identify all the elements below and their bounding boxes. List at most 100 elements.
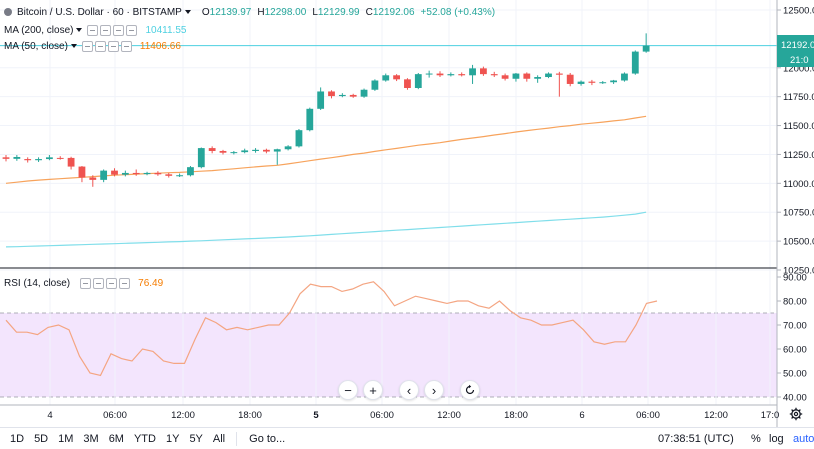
time-tick-label: 06:00: [103, 410, 127, 421]
range-button-6m[interactable]: 6M: [108, 432, 124, 445]
rsi-tick-label: 80.00: [783, 297, 807, 308]
candle-up: [631, 50, 639, 75]
price-axis[interactable]: 12500.00 12000.00 11750.00 11500.00 11250.00…: [777, 6, 814, 277]
candle-up: [273, 148, 281, 165]
settings-icon[interactable]: [100, 24, 112, 36]
range-button-1d[interactable]: 1D: [10, 432, 25, 445]
chart-settings-button[interactable]: [788, 406, 804, 422]
visibility-toggle-icon[interactable]: [87, 24, 99, 36]
candle-body: [382, 75, 390, 81]
candle-body: [566, 74, 574, 84]
candle-body: [132, 172, 140, 175]
candle-body: [230, 152, 238, 154]
candle-down: [555, 71, 563, 97]
chevron-down-icon[interactable]: [76, 28, 83, 32]
candle-body: [371, 80, 379, 90]
candle-body: [165, 174, 173, 176]
candle-body: [404, 79, 411, 88]
close-value: 12192.06: [372, 6, 415, 18]
candle-down: [89, 175, 97, 187]
range-button-ytd[interactable]: YTD: [133, 432, 156, 445]
rsi-axis[interactable]: 90.00 80.00 70.00 60.00 50.00 40.00: [777, 273, 807, 404]
candle-up: [13, 155, 21, 161]
range-button-all[interactable]: All: [212, 432, 226, 445]
percent-scale-toggle[interactable]: %: [751, 433, 761, 445]
scroll-left-button[interactable]: ‹: [399, 380, 419, 400]
candle-body: [263, 149, 270, 152]
log-scale-toggle[interactable]: log: [769, 433, 784, 445]
candle-down: [67, 156, 75, 170]
candle-body: [252, 149, 259, 151]
more-icon[interactable]: [120, 40, 132, 52]
range-button-1y[interactable]: 1Y: [165, 432, 180, 445]
settings-icon[interactable]: [94, 40, 106, 52]
candle-body: [555, 73, 563, 75]
zoom-in-button[interactable]: +: [363, 380, 383, 400]
change-value: +52.08 (+0.43%): [420, 6, 496, 18]
more-icon[interactable]: [126, 24, 138, 36]
ma50-legend: MA (50, close) 11406.66: [4, 38, 181, 54]
auto-scale-toggle[interactable]: auto: [793, 433, 814, 445]
time-axis[interactable]: 4 06:00 12:00 18:00 5 06:00 12:00 18:00 6 06:00 12…: [47, 410, 779, 421]
rsi-tick-label: 70.00: [783, 321, 807, 332]
candle-up: [414, 72, 422, 90]
candle-body: [46, 157, 53, 160]
bottom-toolbar: 1D 5D 1M 3M 6M YTD 1Y 5Y All Go to... 07…: [0, 427, 814, 449]
settings-icon[interactable]: [93, 277, 105, 289]
close-icon[interactable]: [106, 277, 118, 289]
candle-body: [176, 175, 183, 177]
candle-body: [154, 172, 162, 175]
low-value: 12129.99: [317, 6, 360, 18]
more-icon[interactable]: [119, 277, 131, 289]
time-tick-label: 06:00: [636, 410, 660, 421]
candle-body: [143, 172, 151, 175]
close-icon[interactable]: [113, 24, 125, 36]
time-tick-label: 17:0: [761, 410, 780, 421]
scroll-right-button[interactable]: ›: [424, 380, 444, 400]
rsi-label[interactable]: RSI (14, close): [4, 277, 71, 289]
candle-body: [121, 172, 129, 175]
zoom-out-button[interactable]: −: [338, 380, 358, 400]
range-button-5d[interactable]: 5D: [34, 432, 49, 445]
candle-down: [208, 146, 216, 154]
open-key: O: [201, 6, 210, 18]
range-button-3m[interactable]: 3M: [83, 432, 99, 445]
candle-body: [425, 73, 433, 75]
goto-date-button[interactable]: Go to...: [249, 432, 286, 445]
range-button-1m[interactable]: 1M: [58, 432, 74, 445]
ma50-label[interactable]: MA (50, close): [4, 40, 68, 52]
price-tick-label: 10500.00: [783, 237, 814, 248]
candle-body: [545, 73, 552, 78]
ma200-series: [5, 211, 647, 248]
ma200-label[interactable]: MA (200, close): [4, 24, 74, 36]
time-tick-label: 12:00: [437, 410, 461, 421]
time-tick-label: 18:00: [238, 410, 262, 421]
candle-body: [100, 170, 108, 180]
visibility-toggle-icon[interactable]: [81, 40, 93, 52]
chevron-down-icon[interactable]: [184, 10, 191, 14]
open-value: 12139.97: [209, 6, 252, 18]
reset-button[interactable]: [460, 380, 480, 400]
high-value: 12298.00: [264, 6, 307, 18]
candle-up: [360, 88, 368, 98]
time-tick-label: 12:00: [171, 410, 195, 421]
candle-up: [46, 155, 53, 161]
candle-up: [306, 107, 314, 132]
visibility-toggle-icon[interactable]: [80, 277, 92, 289]
rsi-series: [5, 281, 658, 377]
rsi-value: 76.49: [138, 277, 164, 289]
candle-up: [35, 157, 42, 162]
symbol-title[interactable]: Bitcoin / U.S. Dollar · 60 · BITSTAMP: [17, 6, 182, 18]
candle-body: [360, 89, 368, 97]
candle-down: [78, 166, 86, 183]
low-key: L: [312, 6, 318, 18]
candle-body: [631, 51, 639, 74]
close-icon[interactable]: [107, 40, 119, 52]
range-button-5y[interactable]: 5Y: [189, 432, 203, 445]
price-tick-label: 10250.00: [783, 266, 814, 277]
utc-clock[interactable]: 07:38:51 (UTC): [658, 433, 734, 445]
candle-down: [154, 171, 162, 176]
chevron-down-icon[interactable]: [70, 44, 77, 48]
